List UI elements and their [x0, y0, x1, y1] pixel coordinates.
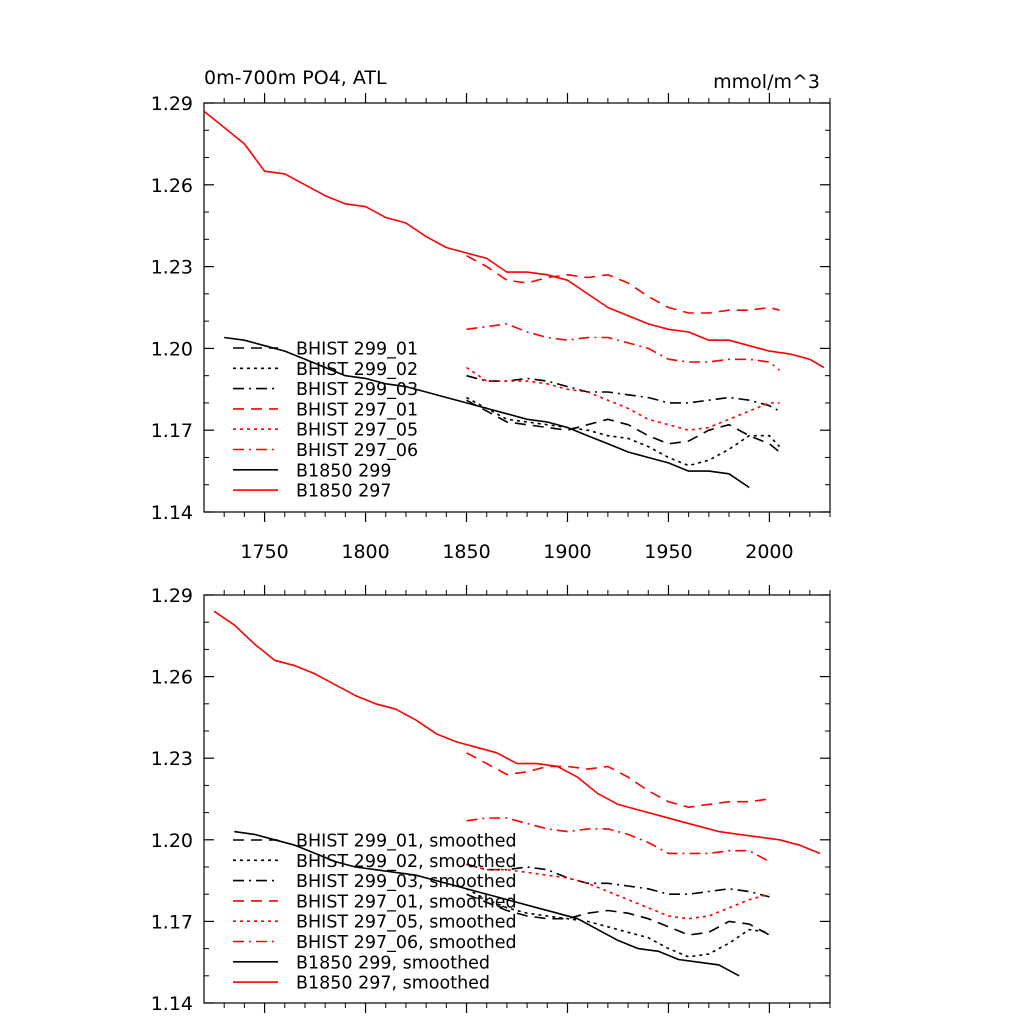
legend-label-bhist-299-02: BHIST 299_02: [296, 360, 418, 380]
panel-bottom: 1.14 1.17 1.20 1.23 1.26 1.29 BHIST 299_01, sm…: [151, 585, 831, 1015]
series-line-bhist-299-02: [466, 396, 781, 467]
series-line-bhist-299-03-smoothed: [466, 863, 770, 898]
legend-label-bhist-299-02-smoothed: BHIST 299_02, smoothed: [296, 852, 517, 872]
x-tick-label: 1750: [240, 541, 288, 563]
units-label: mmol/m^3: [713, 71, 820, 93]
series-line-bhist-297-06-smoothed: [466, 817, 770, 863]
legend-label-b1850-297-smoothed: B1850 297, smoothed: [296, 974, 490, 994]
legend-label-bhist-299-01: BHIST 299_01: [296, 340, 418, 360]
legend-label-bhist-297-05: BHIST 297_05: [296, 421, 418, 441]
y-tick-label: 1.14: [151, 993, 193, 1015]
series-line-bhist-297-05: [466, 366, 780, 432]
y-tick-label: 1.29: [151, 93, 193, 115]
y-tick-label: 1.29: [151, 585, 193, 607]
legend-label-bhist-297-06-smoothed: BHIST 297_06, smoothed: [296, 933, 517, 953]
legend-label-bhist-297-06: BHIST 297_06: [296, 441, 418, 461]
series-line-b1850-299: [224, 336, 750, 489]
series-line-bhist-299-03: [466, 374, 780, 412]
series-line-b1850-299-smoothed: [234, 830, 740, 977]
legend-label-bhist-299-01-smoothed: BHIST 299_01, smoothed: [296, 832, 517, 852]
series-line-b1850-297-smoothed: [213, 610, 821, 855]
legend-label-b1850-297: B1850 297: [296, 482, 392, 502]
y-tick-label: 1.17: [151, 911, 193, 933]
legend-label-bhist-299-03: BHIST 299_03: [296, 380, 418, 400]
legend-label-bhist-297-05-smoothed: BHIST 297_05, smoothed: [296, 913, 517, 933]
x-tick-label: 1850: [442, 541, 490, 563]
series-line-bhist-297-05-smoothed: [466, 863, 770, 920]
legend-label-b1850-299-smoothed: B1850 299, smoothed: [296, 953, 490, 973]
y-tick-label: 1.17: [151, 420, 193, 442]
plot-frame: [203, 594, 831, 1004]
x-tick-label: 1900: [543, 541, 591, 563]
panel-top: 1.14 1.17 1.20 1.23 1.26 1.29 1750 1800 1850 1900…: [151, 67, 831, 563]
series-line-bhist-297-01-smoothed: [466, 752, 770, 809]
x-tick-label: 2000: [745, 541, 793, 563]
y-tick-label: 1.14: [151, 502, 193, 524]
series-line-bhist-299-01-smoothed: [466, 893, 770, 936]
legend-label-bhist-297-01-smoothed: BHIST 297_01, smoothed: [296, 892, 517, 912]
y-tick-label: 1.20: [151, 830, 193, 852]
y-tick-label: 1.26: [151, 175, 193, 197]
series-line-bhist-299-02-smoothed: [466, 888, 770, 958]
legend-label-bhist-297-01: BHIST 297_01: [296, 400, 418, 420]
plot-frame: [203, 102, 831, 513]
series-line-bhist-297-06: [466, 323, 781, 371]
y-tick-label: 1.23: [151, 257, 193, 279]
x-tick-label: 1950: [644, 541, 692, 563]
y-tick-label: 1.20: [151, 338, 193, 360]
series-line-b1850-297: [204, 110, 825, 369]
series-line-bhist-299-01: [466, 399, 781, 453]
y-tick-label: 1.26: [151, 667, 193, 689]
legend-label-bhist-299-03-smoothed: BHIST 299_03, smoothed: [296, 872, 517, 892]
chart-title: 0m-700m PO4, ATL: [204, 67, 387, 89]
y-tick-label: 1.23: [151, 748, 193, 770]
series-line-bhist-297-01: [466, 254, 780, 314]
legend-label-b1850-299: B1850 299: [296, 461, 392, 481]
x-tick-label: 1800: [341, 541, 389, 563]
